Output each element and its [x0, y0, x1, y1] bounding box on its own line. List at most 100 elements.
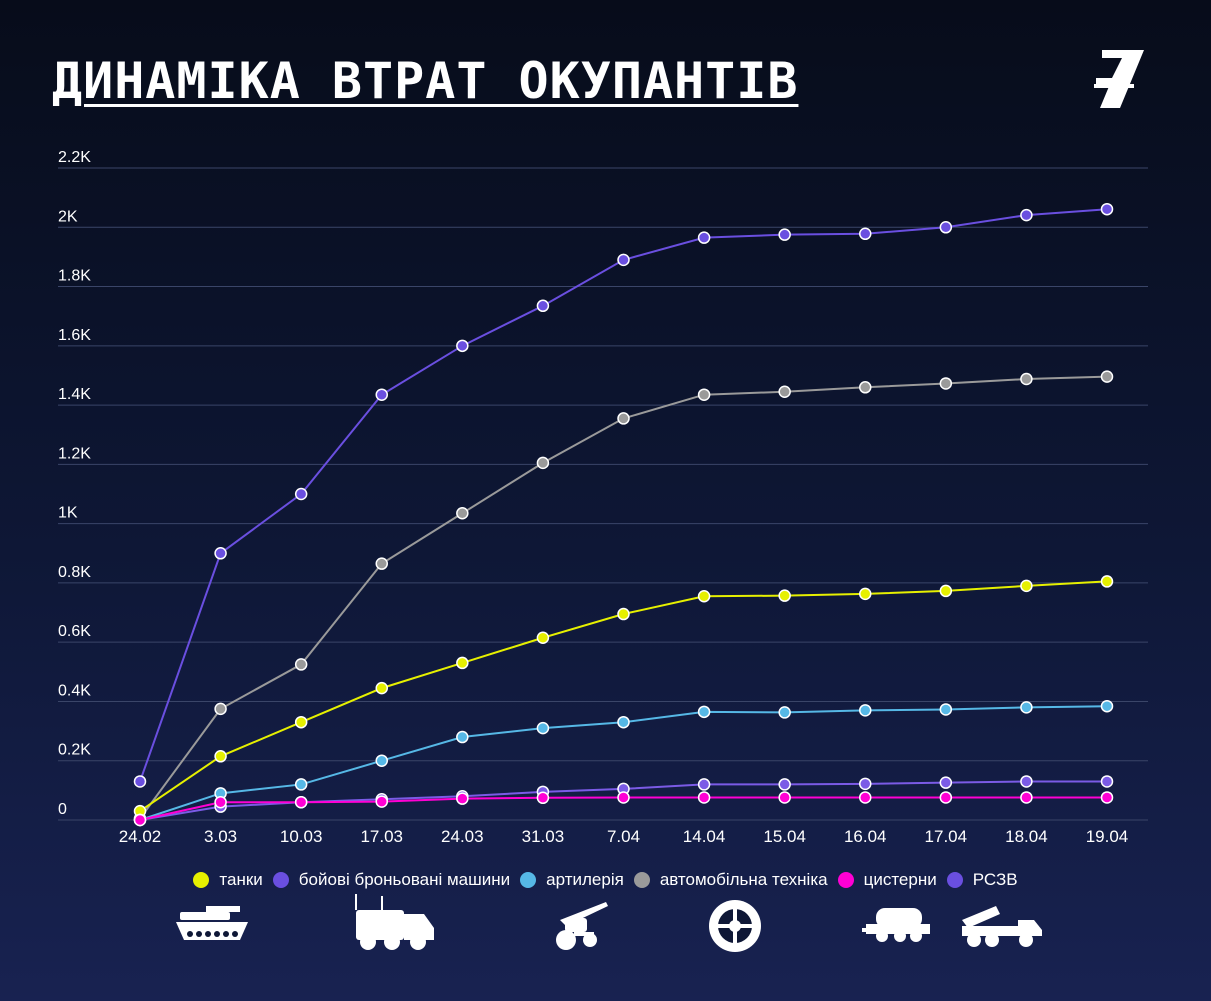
data-point: [536, 791, 550, 805]
series: [133, 699, 1114, 827]
data-point: [1020, 579, 1033, 593]
data-point: [778, 589, 791, 602]
data-point: [294, 795, 308, 809]
y-tick-label: 1K: [58, 505, 78, 522]
series: [133, 575, 1114, 818]
y-tick-label: 0.8K: [58, 564, 91, 581]
data-point: [214, 750, 227, 763]
data-point: [778, 385, 791, 399]
data-point: [859, 381, 872, 394]
mlrs-icon: [962, 906, 1042, 947]
equipment-icons: [176, 894, 1042, 952]
data-point: [939, 377, 953, 390]
data-point: [375, 388, 388, 401]
data-point: [939, 776, 953, 789]
x-tick-label: 31.03: [522, 827, 565, 846]
data-point: [1020, 791, 1033, 804]
legend-item-vehicles: автомобільна техніка: [633, 870, 828, 890]
data-point: [375, 795, 388, 808]
data-point: [859, 791, 872, 804]
artillery-icon: [556, 902, 608, 950]
y-tick-label: 0.4K: [58, 682, 91, 699]
data-point: [456, 792, 469, 805]
legend-item-armored: бойові броньовані машини: [272, 870, 510, 890]
legend-item-mlrs: РСЗВ: [946, 870, 1018, 890]
data-point: [697, 589, 711, 603]
x-tick-label: 16.04: [844, 827, 887, 846]
data-point: [778, 228, 791, 241]
y-tick-label: 1.8K: [58, 268, 91, 285]
legend-item-tanks: танки: [193, 870, 263, 890]
x-tick-label: 10.03: [280, 827, 323, 846]
data-point: [375, 557, 388, 570]
legend-label: цистерни: [863, 870, 937, 889]
series: [133, 202, 1114, 788]
y-tick-label: 0: [58, 801, 67, 818]
data-point: [214, 547, 227, 560]
legend-label: РСЗВ: [972, 870, 1018, 889]
data-point: [1100, 791, 1114, 804]
legend-marker: [946, 872, 963, 888]
data-point: [1100, 370, 1114, 383]
data-point: [375, 681, 388, 695]
legend-marker: [633, 872, 650, 888]
tank-icon: [176, 906, 248, 940]
legend-item-tankers: цистерни: [837, 870, 937, 890]
data-point: [859, 227, 872, 241]
tanker-truck-icon: [862, 908, 930, 942]
data-point: [859, 704, 872, 717]
data-point: [1100, 775, 1114, 788]
data-point: [859, 587, 872, 601]
data-point: [214, 795, 227, 809]
series-line: [139, 208, 1108, 782]
x-tick-label: 19.04: [1086, 827, 1129, 846]
chart-grid: [58, 167, 1148, 821]
data-point: [1100, 202, 1114, 216]
data-point: [778, 791, 791, 804]
legend-marker: [837, 872, 854, 888]
data-point: [939, 584, 953, 598]
data-point: [1020, 208, 1033, 222]
x-tick-label: 15.04: [763, 827, 806, 846]
data-point: [133, 775, 147, 788]
data-point: [536, 721, 550, 735]
data-point: [294, 658, 308, 671]
data-point: [939, 703, 953, 716]
data-point: [456, 656, 469, 670]
armored-vehicle-icon: [355, 894, 434, 950]
data-point: [1020, 372, 1033, 386]
data-point: [617, 607, 630, 621]
x-tick-label: 17.04: [925, 827, 968, 846]
wheel-icon: [709, 900, 761, 952]
series: [133, 791, 1114, 827]
data-point: [697, 791, 711, 804]
data-point: [133, 813, 147, 827]
data-point: [617, 253, 630, 267]
data-point: [536, 631, 550, 644]
data-point: [859, 777, 872, 791]
x-tick-label: 24.03: [441, 827, 484, 846]
y-tick-label: 0.2K: [58, 742, 91, 759]
legend-marker: [193, 872, 210, 888]
legend-marker: [520, 872, 537, 888]
x-tick-label: 17.03: [360, 827, 403, 846]
data-point: [1020, 775, 1033, 788]
legend-item-artillery: артилерія: [520, 870, 624, 890]
brand-logo-icon: [1094, 50, 1144, 108]
data-point: [778, 778, 791, 791]
data-point: [294, 487, 308, 501]
data-point: [1100, 699, 1114, 713]
data-point: [456, 730, 469, 744]
data-point: [697, 705, 711, 719]
line-chart: 0 0.2K 0.4K 0.6K 0.8K 1K 1.2K 1.4K 1.6K 1.8K 2K 2.2…: [58, 149, 1148, 846]
y-axis-ticks: 0 0.2K 0.4K 0.6K 0.8K 1K 1.2K 1.4K 1.6K 1.8K 2K 2.2…: [58, 149, 91, 818]
y-tick-label: 1.2K: [58, 445, 91, 462]
y-tick-label: 2.2K: [58, 149, 91, 166]
legend-label: автомобільна техніка: [659, 870, 828, 889]
data-point: [697, 778, 711, 791]
y-tick-label: 1.4K: [58, 386, 91, 403]
data-point: [214, 702, 227, 716]
x-tick-label: 3.03: [204, 827, 237, 846]
data-point: [697, 231, 711, 244]
legend-label: артилерія: [546, 870, 624, 889]
